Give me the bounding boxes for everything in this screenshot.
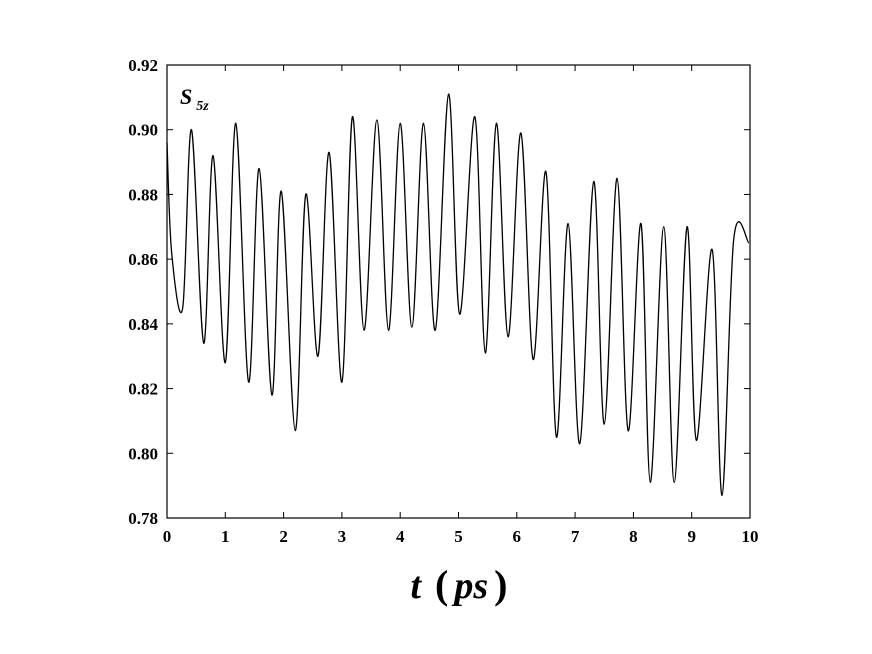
y-tick-label: 0.78 <box>128 509 158 528</box>
y-tick-label: 0.86 <box>128 250 158 269</box>
x-tick-label: 4 <box>396 527 405 546</box>
x-tick-label: 5 <box>454 527 463 546</box>
y-tick-label: 0.92 <box>128 56 158 75</box>
series-label-sub: 5z <box>196 99 209 114</box>
x-tick-label: 6 <box>513 527 522 546</box>
y-tick-label: 0.88 <box>128 185 158 204</box>
x-tick-label: 1 <box>221 527 230 546</box>
y-axis: 0.78 0.80 0.82 0.84 0.86 0.88 0.90 0.92 <box>128 56 750 528</box>
x-tick-label: 10 <box>742 527 759 546</box>
x-axis: 0 1 2 3 4 5 6 7 8 9 10 <box>163 65 759 546</box>
x-tick-label: 0 <box>163 527 172 546</box>
x-tick-label: 9 <box>687 527 696 546</box>
y-tick-label: 0.90 <box>128 121 158 140</box>
y-tick-label: 0.80 <box>128 444 158 463</box>
series-label-main: S <box>180 84 192 109</box>
y-tick-label: 0.82 <box>128 380 158 399</box>
x-tick-label: 8 <box>629 527 638 546</box>
x-tick-label: 3 <box>338 527 347 546</box>
x-axis-variable: t <box>410 565 422 607</box>
series-line-s5z <box>166 93 750 497</box>
x-tick-label: 7 <box>571 527 580 546</box>
plot-frame <box>166 64 751 519</box>
y-tick-label: 0.84 <box>128 315 158 334</box>
x-axis-unit: ps <box>451 565 488 607</box>
x-axis-title: t ( ps ) <box>410 562 507 607</box>
x-tick-label: 2 <box>279 527 288 546</box>
series-label: S 5z <box>180 84 209 114</box>
